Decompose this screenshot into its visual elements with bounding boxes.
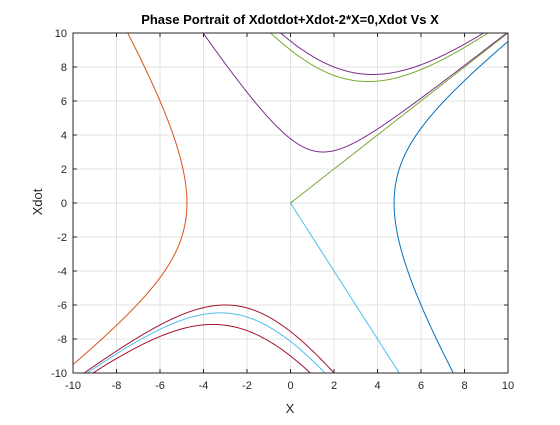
y-tick-label: 0: [61, 198, 67, 210]
y-tick-label: -4: [57, 266, 67, 278]
y-tick-label: -6: [57, 300, 67, 312]
y-tick-label: 6: [61, 96, 67, 108]
y-tick-label: -8: [57, 334, 67, 346]
y-tick-label: -2: [57, 232, 67, 244]
x-tick-label: -6: [155, 380, 165, 392]
x-tick-label: 2: [331, 380, 337, 392]
trajectory-line: [83, 304, 335, 373]
x-axis-label: X: [286, 401, 295, 416]
trajectory-line: [290, 202, 400, 373]
trajectory-line: [73, 33, 188, 366]
y-axis-label: Xdot: [30, 188, 45, 215]
x-tick-label: 10: [502, 380, 514, 392]
y-tick-label: 2: [61, 164, 67, 176]
y-tick-label: 8: [61, 62, 67, 74]
x-tick-label: 6: [418, 380, 424, 392]
ticks: -10 -8 -6 -4 -2 0 2 4 6 8 10 -10 -8 -6 -4 -2 0 2 4 6 8 10: [51, 28, 514, 392]
x-tick-label: -8: [112, 380, 122, 392]
y-tick-label: 4: [61, 130, 67, 142]
trajectory-line: [86, 312, 326, 373]
trajectory-line: [290, 33, 508, 204]
x-tick-label: 4: [374, 380, 380, 392]
chart-title: Phase Portrait of Xdotdot+Xdot-2*X=0,Xdo…: [141, 12, 439, 27]
trajectory-line: [202, 33, 508, 153]
x-tick-label: -2: [242, 380, 252, 392]
trajectory-line: [92, 323, 312, 373]
trajectory-line: [279, 33, 485, 75]
trajectory-line: [269, 33, 489, 83]
x-tick-label: 0: [287, 380, 293, 392]
trajectory-line: [393, 40, 508, 373]
x-tick-label: 8: [461, 380, 467, 392]
x-tick-label: -4: [199, 380, 209, 392]
x-tick-label: -10: [65, 380, 81, 392]
y-tick-label: -10: [51, 368, 67, 380]
y-tick-label: 10: [55, 28, 67, 40]
